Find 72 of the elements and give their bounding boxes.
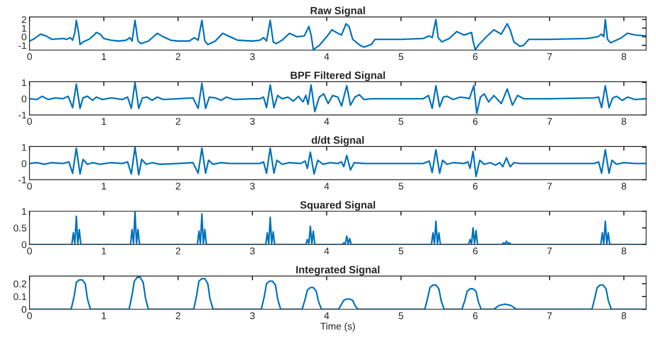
x-tick-label: 1 bbox=[102, 248, 106, 254]
chart-title: Integrated Signal bbox=[296, 266, 380, 276]
x-tick-label: 5 bbox=[398, 312, 404, 320]
x-tick-label: 8 bbox=[622, 312, 626, 320]
y-tick-label: 1 bbox=[22, 208, 26, 215]
x-tick-label: 2 bbox=[176, 182, 180, 190]
x-tick-label: 4 bbox=[324, 312, 330, 320]
x-tick-label: 3 bbox=[250, 118, 255, 125]
line-series bbox=[30, 18, 646, 50]
chart-title: d/dt Signal bbox=[312, 136, 364, 146]
line-series bbox=[30, 82, 646, 114]
x-tick-label: 5 bbox=[398, 182, 404, 190]
y-tick-label: 2 bbox=[22, 16, 26, 24]
x-tick-label: 7 bbox=[547, 53, 552, 60]
x-tick-label: 7 bbox=[547, 248, 552, 254]
x-tick-label: 7 bbox=[547, 118, 552, 125]
x-tick-label: 2 bbox=[176, 118, 180, 125]
x-tick-label: 2 bbox=[176, 248, 180, 254]
x-tick-label: 2 bbox=[176, 53, 180, 60]
chart-title: BPF Filtered Signal bbox=[290, 71, 385, 82]
y-tick-label: -1 bbox=[18, 112, 26, 118]
x-tick-label: 7 bbox=[547, 182, 552, 190]
x-tick-label: 7 bbox=[547, 312, 552, 320]
x-tick-label: 2 bbox=[176, 312, 180, 320]
x-tick-label: 6 bbox=[473, 248, 478, 254]
x-tick-label: 8 bbox=[622, 182, 626, 190]
x-tick-label: 3 bbox=[250, 53, 255, 60]
x-tick-label: 5 bbox=[398, 118, 404, 125]
x-tick-label: 3 bbox=[250, 312, 255, 320]
x-axis-title: Time (s) bbox=[320, 322, 355, 332]
x-tick-label: 4 bbox=[324, 118, 330, 125]
y-tick-label: 1 bbox=[22, 79, 26, 86]
x-tick-label: 6 bbox=[473, 182, 478, 190]
y-tick-label: 0 bbox=[22, 160, 26, 168]
line-series bbox=[30, 211, 646, 244]
y-tick-label: -1 bbox=[18, 176, 26, 184]
x-tick-label: 0 bbox=[27, 53, 32, 60]
x-tick-label: 4 bbox=[324, 53, 330, 60]
y-tick-label: 1 bbox=[22, 144, 26, 151]
x-tick-label: 6 bbox=[473, 118, 478, 125]
line-series bbox=[30, 276, 646, 310]
x-tick-label: 0 bbox=[27, 312, 32, 320]
x-tick-label: 4 bbox=[324, 248, 330, 254]
y-tick-label: -1 bbox=[18, 42, 26, 49]
y-tick-label: 0 bbox=[22, 241, 26, 248]
y-tick-label: 1 bbox=[22, 24, 26, 32]
y-tick-label: 0.5 bbox=[14, 224, 26, 232]
y-tick-label: 0 bbox=[22, 95, 26, 102]
x-tick-label: 1 bbox=[102, 53, 106, 60]
x-tick-label: 8 bbox=[622, 53, 626, 60]
y-tick-label: 0.1 bbox=[14, 293, 26, 300]
x-tick-label: 1 bbox=[102, 312, 106, 320]
x-tick-label: 4 bbox=[324, 182, 330, 190]
x-tick-label: 5 bbox=[398, 248, 404, 254]
x-tick-label: 0 bbox=[27, 118, 32, 125]
x-tick-label: 6 bbox=[473, 53, 478, 60]
y-tick-label: 0 bbox=[22, 33, 26, 40]
x-tick-label: 6 bbox=[473, 312, 478, 320]
x-tick-label: 8 bbox=[622, 118, 626, 125]
x-tick-label: 0 bbox=[27, 248, 32, 254]
chart-title: Raw Signal bbox=[310, 6, 365, 16]
x-tick-label: 3 bbox=[250, 182, 255, 190]
x-tick-label: 3 bbox=[250, 248, 255, 254]
y-tick-label: 0.2 bbox=[14, 280, 26, 288]
x-tick-label: 0 bbox=[27, 182, 32, 190]
x-tick-label: 8 bbox=[622, 248, 626, 254]
x-tick-label: 1 bbox=[102, 118, 106, 125]
chart-title: Squared Signal bbox=[300, 200, 376, 211]
x-tick-label: 1 bbox=[102, 182, 106, 190]
x-tick-label: 5 bbox=[398, 53, 404, 60]
y-tick-label: 0 bbox=[22, 306, 26, 313]
line-series bbox=[30, 146, 646, 178]
